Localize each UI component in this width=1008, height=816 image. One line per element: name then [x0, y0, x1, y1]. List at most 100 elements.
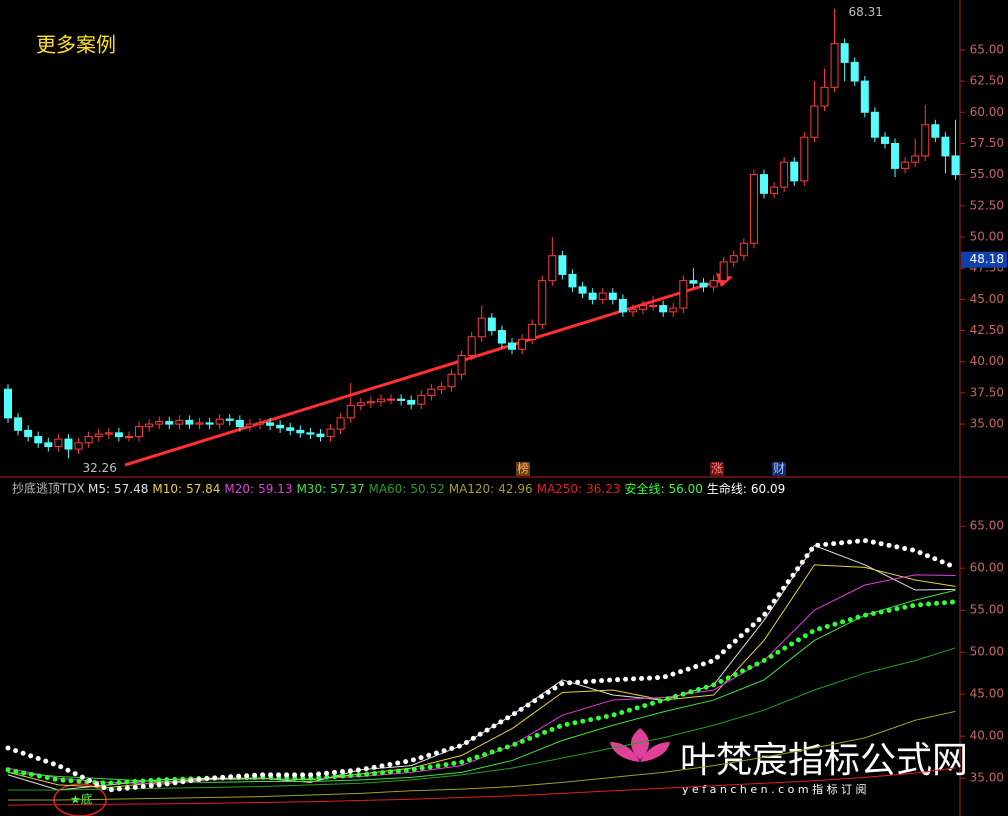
legend-value: 50.52 [410, 482, 444, 496]
candle-body [356, 402, 365, 406]
candle-body [346, 404, 355, 419]
y-tick-label: 37.50 [970, 385, 1004, 399]
candle-body [528, 323, 537, 340]
candle-body [891, 142, 900, 169]
candle-body [205, 422, 214, 425]
price-marker: 48.18 [970, 252, 1004, 266]
candle-body [306, 432, 315, 435]
candle-body [447, 373, 456, 388]
candle-body [568, 273, 577, 288]
candle-body [84, 436, 93, 444]
candle-body [457, 355, 466, 375]
candle-body [810, 105, 819, 138]
candle-body [155, 421, 164, 425]
dotted-line [5, 599, 959, 786]
legend-entry: MA120: 42.96 [449, 482, 533, 496]
candle-body [931, 124, 940, 138]
candle-body [679, 280, 688, 309]
candle-body [598, 292, 607, 300]
ma-line [8, 647, 956, 791]
candle-body [235, 419, 244, 428]
candle-body [387, 398, 396, 401]
candle-body [870, 111, 879, 138]
candle-body [558, 255, 567, 275]
candle-body [296, 429, 305, 434]
watermark: 叶梵宸指标公式网 y e f a n c h e n . c o m 指 标 订… [610, 728, 968, 796]
candle-body [165, 421, 174, 425]
candle-body [669, 307, 678, 313]
candle-body [941, 136, 950, 157]
candle-body [497, 330, 506, 344]
candle-body [437, 386, 446, 390]
legend-value: 57.84 [186, 482, 220, 496]
candle-body [820, 86, 829, 107]
candle-body [628, 308, 637, 313]
y-tick-label: 42.50 [970, 323, 1004, 337]
y-tick-label: 35.00 [970, 771, 1004, 785]
candle-body [34, 436, 43, 444]
candle-body [548, 255, 557, 282]
y-tick-label: 40.00 [970, 729, 1004, 743]
legend-name: 生命线: [707, 481, 747, 496]
candle-body [618, 298, 627, 313]
marker: 财 [773, 462, 785, 476]
legend-name: 安全线: [624, 481, 664, 496]
legend-name: M20: [224, 482, 254, 496]
legend-entry: M10: 57.84 [152, 482, 220, 496]
legend-entry: 生命线: 60.09 [707, 481, 785, 496]
y-tick-label: 35.00 [970, 417, 1004, 431]
candle-body [114, 432, 123, 438]
candle-body [477, 317, 486, 338]
watermark-subtitle: y e f a n c h e n . c o m 指 标 订 阅 [682, 782, 867, 796]
legend-value: 57.37 [330, 482, 364, 496]
legend-name: MA60: [368, 482, 406, 496]
trend-arrow [124, 278, 723, 467]
candle-body [104, 432, 113, 435]
y-tick-label: 65.00 [970, 42, 1004, 56]
y-tick-label: 50.00 [970, 645, 1004, 659]
candle-body [729, 255, 738, 263]
candle-body [54, 438, 63, 448]
y-tick-label: 57.50 [970, 136, 1004, 150]
candle-body [366, 401, 375, 404]
legend-name: MA120: [449, 482, 495, 496]
candle-body [376, 398, 385, 403]
candle-body [538, 280, 547, 325]
watermark-title: 叶梵宸指标公式网 [680, 740, 968, 781]
candle-body [518, 338, 527, 350]
dotted-line [5, 537, 959, 793]
candle-body [64, 438, 73, 450]
candle-body [185, 419, 194, 425]
y-tick-label: 52.50 [970, 198, 1004, 212]
candle-body [225, 418, 234, 421]
y-tick-label: 50.00 [970, 230, 1004, 244]
chart-title: 更多案例 [36, 33, 116, 57]
bottom-signal: ★底 [70, 792, 93, 807]
legend-value: 60.09 [751, 482, 785, 496]
candle-body [4, 388, 12, 419]
legend-value: 42.96 [498, 482, 532, 496]
candle-body [578, 286, 587, 294]
candle-body [840, 43, 849, 63]
candle-body [689, 280, 698, 284]
legend-name: M5: [88, 482, 110, 496]
candle-body [336, 417, 345, 430]
candle-body [397, 398, 406, 401]
y-tick-label: 60.00 [970, 561, 1004, 575]
candle-body [800, 136, 809, 182]
candle-body [135, 426, 144, 438]
legend-name: M30: [296, 482, 326, 496]
candle-body [749, 174, 758, 244]
legend-value: 59.13 [258, 482, 292, 496]
marker-box [516, 462, 530, 476]
candle-body [175, 419, 184, 425]
logo [610, 728, 670, 762]
y-tick-label: 55.00 [970, 603, 1004, 617]
low-label: 32.26 [82, 461, 116, 475]
candle-body [921, 124, 930, 157]
candle-body [699, 282, 708, 288]
candle-body [427, 388, 436, 396]
candle-body [24, 429, 33, 438]
candle-body [195, 422, 204, 425]
